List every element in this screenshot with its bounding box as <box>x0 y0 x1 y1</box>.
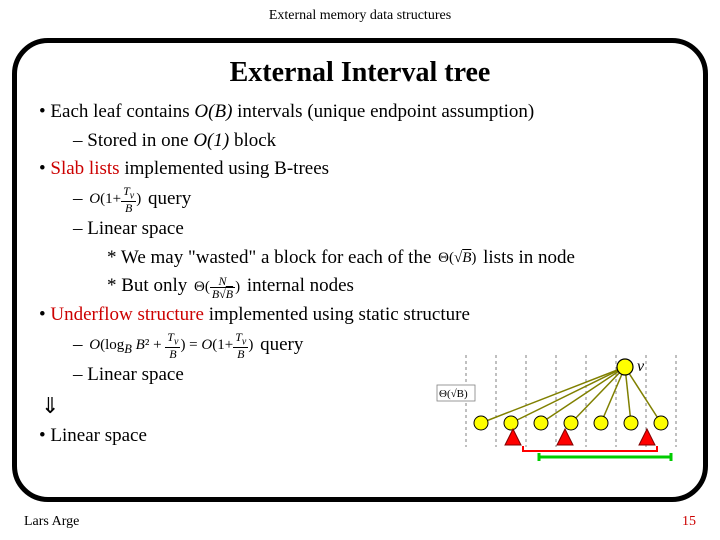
text: query <box>255 334 303 355</box>
slide-frame: External Interval tree Each leaf contain… <box>12 38 708 502</box>
text: Each leaf contains <box>50 101 194 122</box>
bullet-slab: Slab lists implemented using B-trees <box>39 156 681 183</box>
bullet-butonly: But only Θ(NB√B) internal nodes <box>39 273 681 300</box>
footer-page: 15 <box>682 514 696 530</box>
math-theta-sqrtb: Θ(√B) <box>436 248 478 269</box>
text: internal nodes <box>242 275 354 296</box>
text: Stored in one <box>87 130 193 151</box>
text: lists in node <box>478 247 575 268</box>
bullet-wasted: We may "wasted" a block for each of the … <box>39 245 681 272</box>
svg-text:v: v <box>637 358 645 375</box>
text: block <box>229 130 276 151</box>
text: intervals (unique endpoint assumption) <box>232 101 534 122</box>
math-ob: O(B) <box>194 101 232 122</box>
footer-author: Lars Arge <box>24 514 79 530</box>
text-red: Underflow structure <box>50 304 204 325</box>
text: query <box>143 188 191 209</box>
text: implemented using B-trees <box>120 158 329 179</box>
tree-diagram: v Θ(√B) <box>435 351 697 461</box>
math-o1: O(1) <box>193 130 229 151</box>
header-subtitle: External memory data structures <box>0 0 720 24</box>
bullet-linear1: Linear space <box>39 216 681 243</box>
text: But only <box>121 275 192 296</box>
bullet-underflow: Underflow structure implemented using st… <box>39 302 681 329</box>
math-theta-frac: Θ(NB√B) <box>192 275 242 300</box>
text-red: Slab lists <box>50 158 119 179</box>
slide-title: External Interval tree <box>39 57 681 89</box>
bullet-stored: Stored in one O(1) block <box>39 128 681 155</box>
text: We may "wasted" a block for each of the <box>121 247 436 268</box>
bullet-query1: O(1+TvB) query <box>39 185 681 214</box>
text: implemented using static structure <box>204 304 470 325</box>
svg-text:Θ(√B): Θ(√B) <box>439 388 468 400</box>
bullet-leaf: Each leaf contains O(B) intervals (uniqu… <box>39 99 681 126</box>
math-olog: O(logB B² + TvB) = O(1+TvB) <box>87 331 255 360</box>
math-oquery: O(1+TvB) <box>87 185 143 214</box>
